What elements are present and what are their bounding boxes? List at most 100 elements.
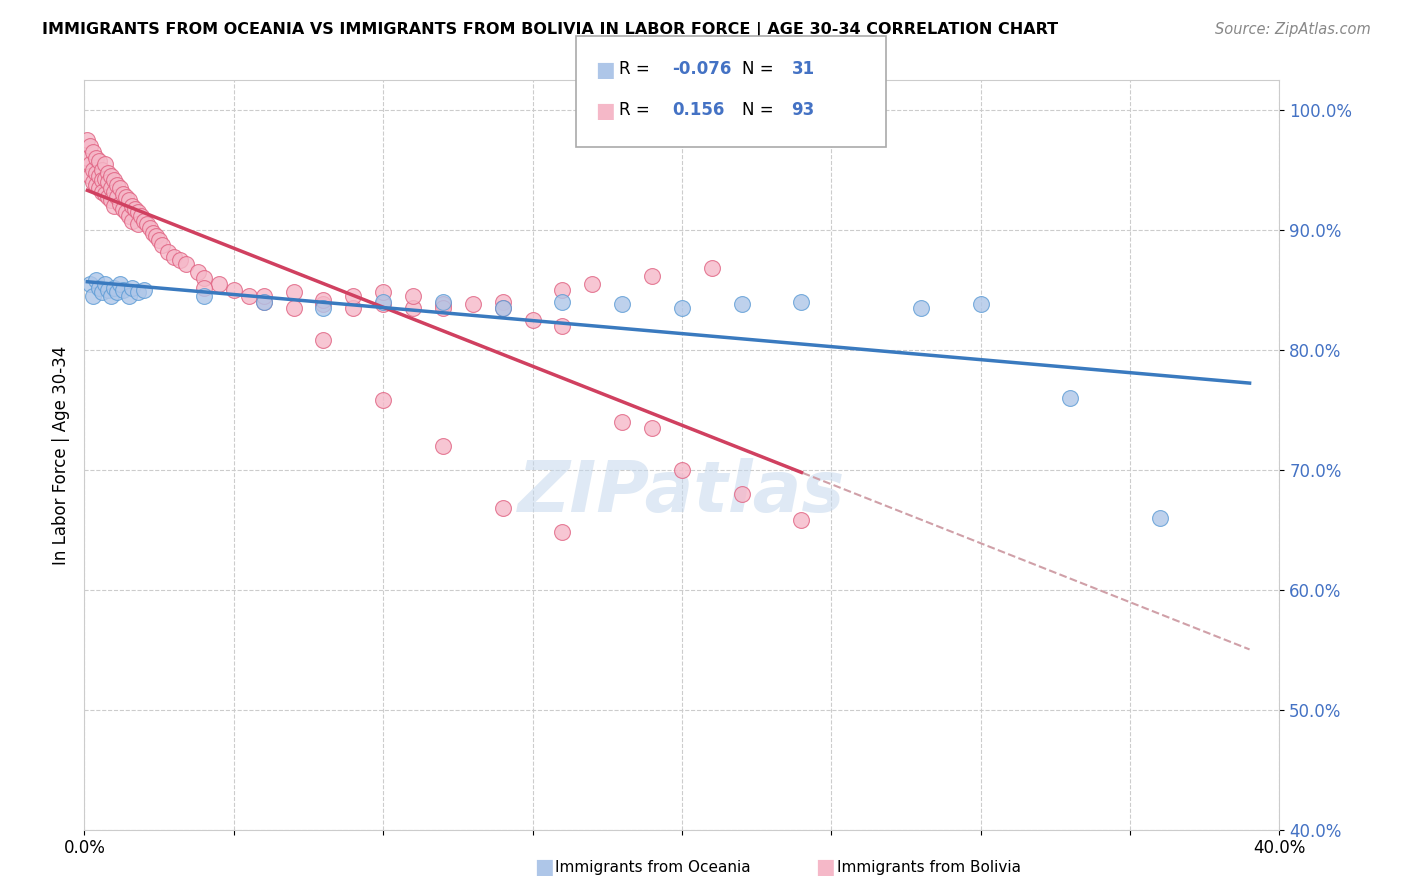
Point [100, 193, 122, 207]
Point [253, 295, 276, 310]
Point [432, 297, 454, 311]
Point [461, 297, 484, 311]
Point [94, 171, 117, 186]
Point [700, 261, 723, 276]
Point [432, 439, 454, 453]
Point [671, 463, 693, 477]
Point [174, 257, 197, 271]
Point [100, 169, 122, 184]
Point [373, 393, 395, 408]
Point [127, 217, 149, 231]
Point [86, 165, 108, 179]
Point [142, 226, 165, 240]
Point [82, 289, 104, 303]
Point [94, 157, 117, 171]
Point [82, 163, 104, 178]
Point [253, 289, 276, 303]
Point [97, 175, 120, 189]
Point [132, 283, 156, 297]
Point [312, 293, 335, 307]
Point [136, 217, 159, 231]
Point [86, 273, 108, 287]
Point [105, 189, 128, 203]
Point [76, 151, 98, 165]
Point [105, 178, 128, 192]
Point [129, 209, 152, 223]
Point [124, 202, 146, 216]
Point [89, 281, 111, 295]
Point [551, 525, 574, 540]
Point [86, 178, 108, 192]
Point [103, 173, 125, 187]
Point [492, 295, 515, 310]
Point [79, 277, 101, 291]
Point [89, 169, 111, 184]
Point [89, 153, 111, 168]
Point [342, 301, 364, 315]
Point [115, 189, 138, 203]
Point [121, 213, 143, 227]
Point [551, 283, 574, 297]
Point [118, 209, 141, 223]
Point [79, 169, 101, 184]
Point [373, 297, 395, 311]
Point [139, 220, 162, 235]
Point [581, 277, 603, 291]
Point [118, 193, 141, 207]
Point [641, 268, 664, 283]
Point [105, 285, 128, 300]
Point [94, 187, 117, 202]
Point [238, 289, 260, 303]
Y-axis label: In Labor Force | Age 30-34: In Labor Force | Age 30-34 [52, 345, 70, 565]
Point [97, 165, 120, 179]
Point [103, 281, 125, 295]
Point [970, 297, 993, 311]
Text: ZIPatlas: ZIPatlas [519, 458, 845, 527]
Point [94, 277, 117, 291]
Point [82, 145, 104, 160]
Text: ■: ■ [534, 857, 554, 877]
Point [312, 301, 335, 315]
Point [97, 283, 120, 297]
Text: -0.076: -0.076 [672, 60, 731, 78]
Point [731, 487, 754, 501]
Text: Immigrants from Oceania: Immigrants from Oceania [555, 860, 751, 874]
Point [112, 283, 135, 297]
Point [432, 301, 454, 315]
Text: IMMIGRANTS FROM OCEANIA VS IMMIGRANTS FROM BOLIVIA IN LABOR FORCE | AGE 30-34 CO: IMMIGRANTS FROM OCEANIA VS IMMIGRANTS FR… [42, 22, 1059, 38]
Point [492, 301, 515, 315]
Point [790, 295, 813, 310]
Text: Source: ZipAtlas.com: Source: ZipAtlas.com [1215, 22, 1371, 37]
Point [115, 205, 138, 219]
Point [127, 285, 149, 300]
Point [283, 285, 305, 300]
Point [82, 175, 104, 189]
Point [193, 281, 215, 295]
Point [121, 199, 143, 213]
Point [208, 277, 231, 291]
Point [373, 285, 395, 300]
Point [91, 163, 114, 178]
Point [402, 289, 425, 303]
Text: R =: R = [619, 60, 650, 78]
Point [193, 289, 215, 303]
Point [91, 173, 114, 187]
Point [193, 271, 215, 285]
Point [118, 289, 141, 303]
Point [103, 199, 125, 213]
Point [492, 501, 515, 516]
Point [551, 295, 574, 310]
Point [612, 297, 634, 311]
Point [163, 250, 186, 264]
Point [76, 133, 98, 147]
Text: Immigrants from Bolivia: Immigrants from Bolivia [837, 860, 1021, 874]
Point [731, 297, 754, 311]
Point [432, 295, 454, 310]
Point [671, 301, 693, 315]
Point [373, 295, 395, 310]
Point [790, 513, 813, 527]
Point [612, 415, 634, 429]
Point [132, 213, 156, 227]
Point [103, 185, 125, 199]
Point [522, 313, 544, 327]
